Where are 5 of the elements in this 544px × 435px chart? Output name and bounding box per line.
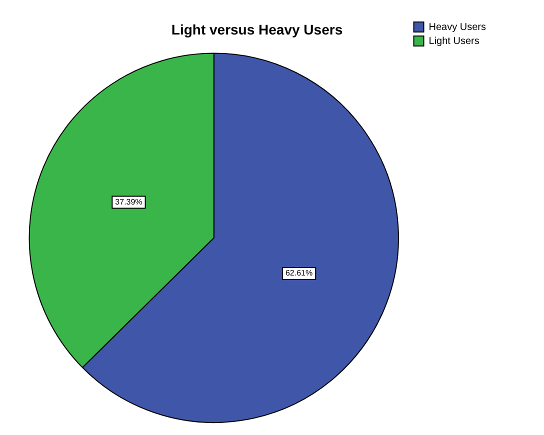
chart-title: Light versus Heavy Users xyxy=(171,21,343,38)
data-label: 37.39% xyxy=(115,197,142,206)
legend-label: Heavy Users xyxy=(428,22,486,33)
legend-label: Light Users xyxy=(428,36,480,47)
data-label: 62.61% xyxy=(285,268,313,278)
